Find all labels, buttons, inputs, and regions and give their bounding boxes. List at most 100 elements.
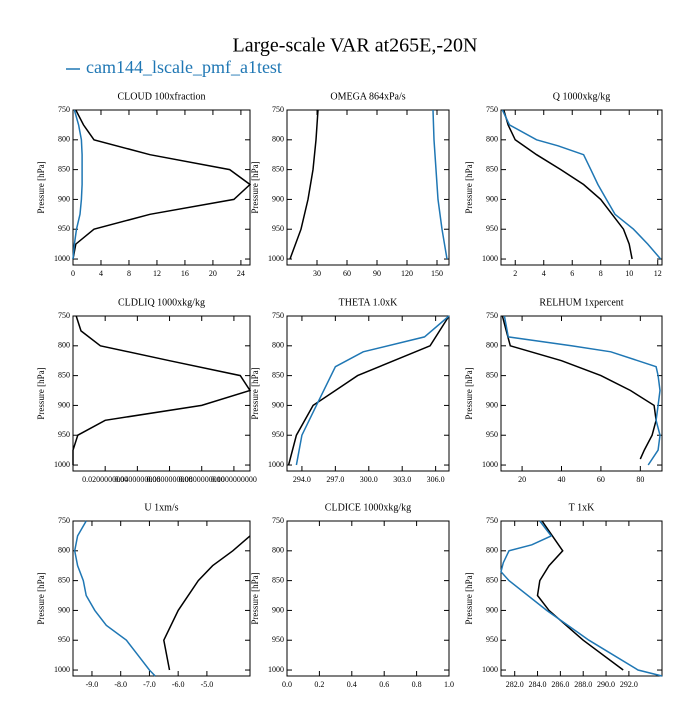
- x-tick-label: -8.0: [114, 680, 127, 689]
- y-tick-label: 900: [272, 400, 284, 409]
- x-tick-label: 286.0: [551, 680, 569, 689]
- x-tick-label: 0: [71, 269, 75, 278]
- y-tick-label: 800: [272, 341, 284, 350]
- y-tick-label: 900: [58, 400, 70, 409]
- y-tick-label: 800: [272, 135, 284, 144]
- y-tick-label: 900: [58, 194, 70, 203]
- y-axis-label: Pressure [hPa]: [464, 572, 474, 624]
- y-tick-label: 750: [58, 516, 70, 525]
- y-tick-label: 800: [486, 341, 498, 350]
- y-axis-label: Pressure [hPa]: [464, 161, 474, 213]
- x-tick-label: 24: [237, 269, 245, 278]
- x-tick-label: 290.0: [597, 680, 615, 689]
- x-tick-label: 288.0: [574, 680, 592, 689]
- x-tick-label: 282.0: [506, 680, 524, 689]
- x-tick-label: 16: [181, 269, 189, 278]
- profile-line: [295, 315, 450, 466]
- panel-title: Q 1000xkg/kg: [553, 91, 611, 102]
- y-axis-label: Pressure [hPa]: [464, 367, 474, 419]
- panel-title: THETA 1.0xK: [339, 297, 398, 308]
- y-tick-label: 750: [486, 311, 498, 320]
- x-tick-label: 6: [570, 269, 574, 278]
- legend-label: cam144_lscale_pmf_a1test: [86, 57, 282, 77]
- plot-frame: [500, 520, 663, 677]
- y-tick-label: 1000: [482, 665, 498, 674]
- y-axis-label: Pressure [hPa]: [250, 161, 260, 213]
- x-tick-label: 12: [654, 269, 662, 278]
- x-tick-label: 10: [625, 269, 633, 278]
- y-tick-label: 950: [486, 224, 498, 233]
- y-tick-label: 850: [486, 370, 498, 379]
- plot-frame: [72, 520, 251, 677]
- y-tick-label: 750: [272, 516, 284, 525]
- y-tick-label: 750: [486, 105, 498, 114]
- x-tick-label: 4: [542, 269, 546, 278]
- x-tick-label: -7.0: [143, 680, 156, 689]
- x-tick-label: 20: [209, 269, 217, 278]
- y-tick-label: 750: [272, 105, 284, 114]
- panel-title: RELHUM 1xpercent: [539, 297, 623, 308]
- y-tick-label: 950: [272, 430, 284, 439]
- x-tick-label: 0.0600000000: [147, 475, 193, 484]
- y-axis-label: Pressure [hPa]: [250, 572, 260, 624]
- x-tick-label: 303.0: [393, 475, 411, 484]
- y-tick-label: 850: [272, 370, 284, 379]
- profile-line: [287, 315, 450, 466]
- profile-line: [72, 315, 252, 465]
- x-tick-label: 294.0: [293, 475, 311, 484]
- profile-line: [500, 520, 663, 677]
- y-tick-label: 800: [486, 135, 498, 144]
- y-tick-label: 850: [58, 575, 70, 584]
- y-tick-label: 950: [58, 635, 70, 644]
- y-tick-label: 1000: [54, 254, 70, 263]
- x-tick-label: 30: [313, 269, 321, 278]
- y-tick-label: 850: [58, 370, 70, 379]
- x-tick-label: 292.0: [620, 680, 638, 689]
- x-tick-label: -9.0: [86, 680, 99, 689]
- x-tick-label: 20: [518, 475, 526, 484]
- x-tick-label: 90: [373, 269, 381, 278]
- panel-title: CLOUD 100xfraction: [117, 91, 205, 102]
- y-tick-label: 750: [272, 311, 284, 320]
- x-tick-label: 0.1000000000: [211, 475, 257, 484]
- x-tick-label: 0.4: [347, 680, 357, 689]
- y-tick-label: 750: [58, 105, 70, 114]
- panel-title: U 1xm/s: [144, 502, 178, 513]
- plot-frame: [72, 315, 251, 472]
- plot-frame: [286, 520, 450, 677]
- y-tick-label: 950: [486, 635, 498, 644]
- y-tick-label: 800: [272, 546, 284, 555]
- y-tick-label: 850: [58, 164, 70, 173]
- y-tick-label: 850: [272, 164, 284, 173]
- x-tick-label: 300.0: [360, 475, 378, 484]
- x-tick-label: 8: [599, 269, 603, 278]
- x-tick-label: -5.0: [201, 680, 214, 689]
- y-axis-label: Pressure [hPa]: [36, 161, 46, 213]
- y-tick-label: 950: [58, 224, 70, 233]
- profile-line: [503, 109, 633, 260]
- x-tick-label: 150: [431, 269, 443, 278]
- y-tick-label: 800: [58, 135, 70, 144]
- profile-line: [501, 109, 662, 260]
- profile-line: [72, 109, 252, 260]
- x-tick-label: 40: [557, 475, 565, 484]
- profile-line: [163, 535, 251, 671]
- x-tick-label: 0.0200000000: [82, 475, 128, 484]
- x-tick-label: 60: [597, 475, 605, 484]
- y-tick-label: 900: [272, 194, 284, 203]
- y-tick-label: 1000: [54, 460, 70, 469]
- x-tick-label: 2: [513, 269, 517, 278]
- x-tick-label: -6.0: [172, 680, 185, 689]
- y-tick-label: 1000: [268, 665, 284, 674]
- panel-title: CLDICE 1000xkg/kg: [325, 502, 411, 513]
- y-axis-label: Pressure [hPa]: [36, 572, 46, 624]
- profile-line: [289, 109, 319, 260]
- y-tick-label: 1000: [268, 460, 284, 469]
- plot-frame: [72, 109, 251, 266]
- y-axis-label: Pressure [hPa]: [250, 367, 260, 419]
- y-tick-label: 1000: [482, 460, 498, 469]
- plot-frame: [500, 315, 663, 472]
- plot-frame: [286, 315, 450, 472]
- x-tick-label: 284.0: [529, 680, 547, 689]
- panel-title: CLDLIQ 1000xkg/kg: [118, 297, 205, 308]
